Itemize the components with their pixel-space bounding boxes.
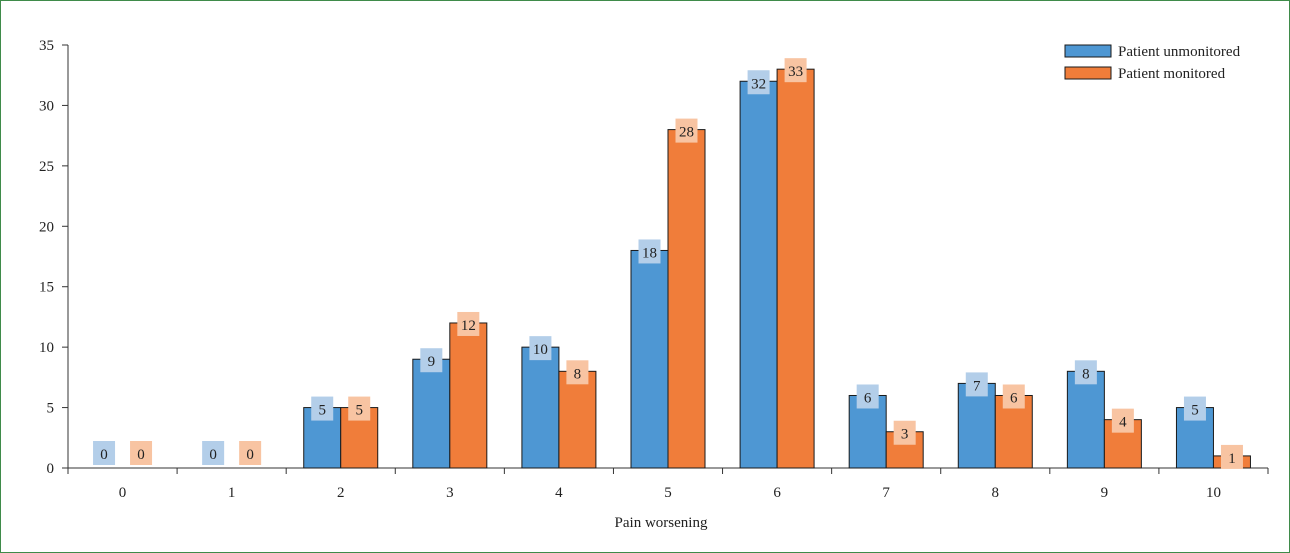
y-axis: 0 5 10 15 20 25 30 35 <box>39 38 69 477</box>
data-label-bg <box>311 396 334 421</box>
y-tick-label: 25 <box>39 159 54 175</box>
bar-unmonitored <box>957 382 996 469</box>
x-tick-label: 3 <box>446 485 454 501</box>
data-label: 0 <box>246 447 254 463</box>
data-label-bg <box>784 58 807 83</box>
data-label-bg <box>239 441 262 465</box>
data-label: 5 <box>318 403 326 419</box>
data-label-bg <box>1074 360 1097 385</box>
x-axis-title: Pain worsening <box>615 515 708 531</box>
x-tick-label: 7 <box>882 485 890 501</box>
legend: Patient unmonitored Patient monitored <box>1064 44 1241 82</box>
x-tick-label: 5 <box>664 485 672 501</box>
data-label-bg <box>1220 444 1243 469</box>
x-tick-label: 0 <box>119 485 127 501</box>
y-tick-label: 20 <box>39 219 54 235</box>
data-label-bg <box>856 384 879 409</box>
data-label: 0 <box>137 447 145 463</box>
data-label: 9 <box>428 354 436 370</box>
bar-unmonitored <box>412 358 451 469</box>
x-tick-label: 8 <box>992 485 1000 501</box>
y-tick-label: 15 <box>39 280 54 296</box>
data-label-bg <box>1002 384 1025 409</box>
x-tick-label: 9 <box>1101 485 1109 501</box>
legend-swatch <box>1064 66 1112 80</box>
legend-label: Patient unmonitored <box>1118 44 1241 60</box>
data-label: 0 <box>209 447 217 463</box>
data-label-bg <box>529 336 552 361</box>
data-label: 3 <box>901 427 909 443</box>
data-label-bg <box>202 441 225 465</box>
data-label: 28 <box>679 125 694 141</box>
y-tick-label: 30 <box>39 98 54 114</box>
data-label: 4 <box>1119 415 1127 431</box>
data-label: 32 <box>751 76 766 92</box>
data-label: 1 <box>1228 451 1236 467</box>
data-label: 5 <box>1191 403 1199 419</box>
data-label: 5 <box>355 403 363 419</box>
data-label-bg <box>348 396 371 421</box>
data-label: 8 <box>1082 366 1090 382</box>
y-tick-label: 10 <box>39 340 54 356</box>
bars <box>303 68 1251 469</box>
data-label-bg <box>747 70 770 95</box>
data-label: 0 <box>100 447 108 463</box>
bar-unmonitored <box>521 346 560 469</box>
y-tick-label: 0 <box>47 461 55 477</box>
data-label-bg <box>93 441 116 465</box>
bar-monitored <box>776 68 815 469</box>
bar-unmonitored <box>630 249 669 469</box>
bar-unmonitored <box>1066 370 1105 469</box>
data-label: 6 <box>864 390 872 406</box>
data-label: 8 <box>574 366 582 382</box>
legend-label: Patient monitored <box>1118 66 1226 82</box>
data-labels: 0 0 0 0 5 5 9 12 10 8 18 28 32 33 6 3 7 6 8 4 5 1 <box>93 58 1243 469</box>
data-label-bg <box>965 372 988 397</box>
x-tick-label: 1 <box>228 485 236 501</box>
data-label: 7 <box>973 378 981 394</box>
data-label: 18 <box>642 245 657 261</box>
data-label-bg <box>1111 408 1134 433</box>
bar-monitored <box>667 129 706 469</box>
data-label-bg <box>130 441 153 465</box>
bar-unmonitored <box>739 80 778 469</box>
x-tick-label: 10 <box>1206 485 1221 501</box>
bar-monitored <box>449 322 488 469</box>
data-label: 10 <box>533 342 548 358</box>
bar-monitored <box>558 370 597 469</box>
bar-unmonitored <box>1175 407 1214 469</box>
data-label: 12 <box>461 318 476 334</box>
data-label: 33 <box>788 64 803 80</box>
y-tick-label: 5 <box>47 401 55 417</box>
x-tick-label: 4 <box>555 485 563 501</box>
data-label-bg <box>893 420 916 445</box>
x-axis: 0 1 2 3 4 5 6 7 8 9 10 <box>67 467 1269 501</box>
x-tick-label: 2 <box>337 485 345 501</box>
data-label: 6 <box>1010 390 1018 406</box>
data-label-bg <box>1183 396 1206 421</box>
y-tick-label: 35 <box>39 38 54 54</box>
legend-swatch <box>1064 44 1112 58</box>
x-tick-label: 6 <box>773 485 781 501</box>
data-label-bg <box>638 239 661 264</box>
data-label-bg <box>457 311 480 336</box>
data-label-bg <box>566 360 589 385</box>
data-label-bg <box>675 118 698 143</box>
data-label-bg <box>420 348 443 373</box>
